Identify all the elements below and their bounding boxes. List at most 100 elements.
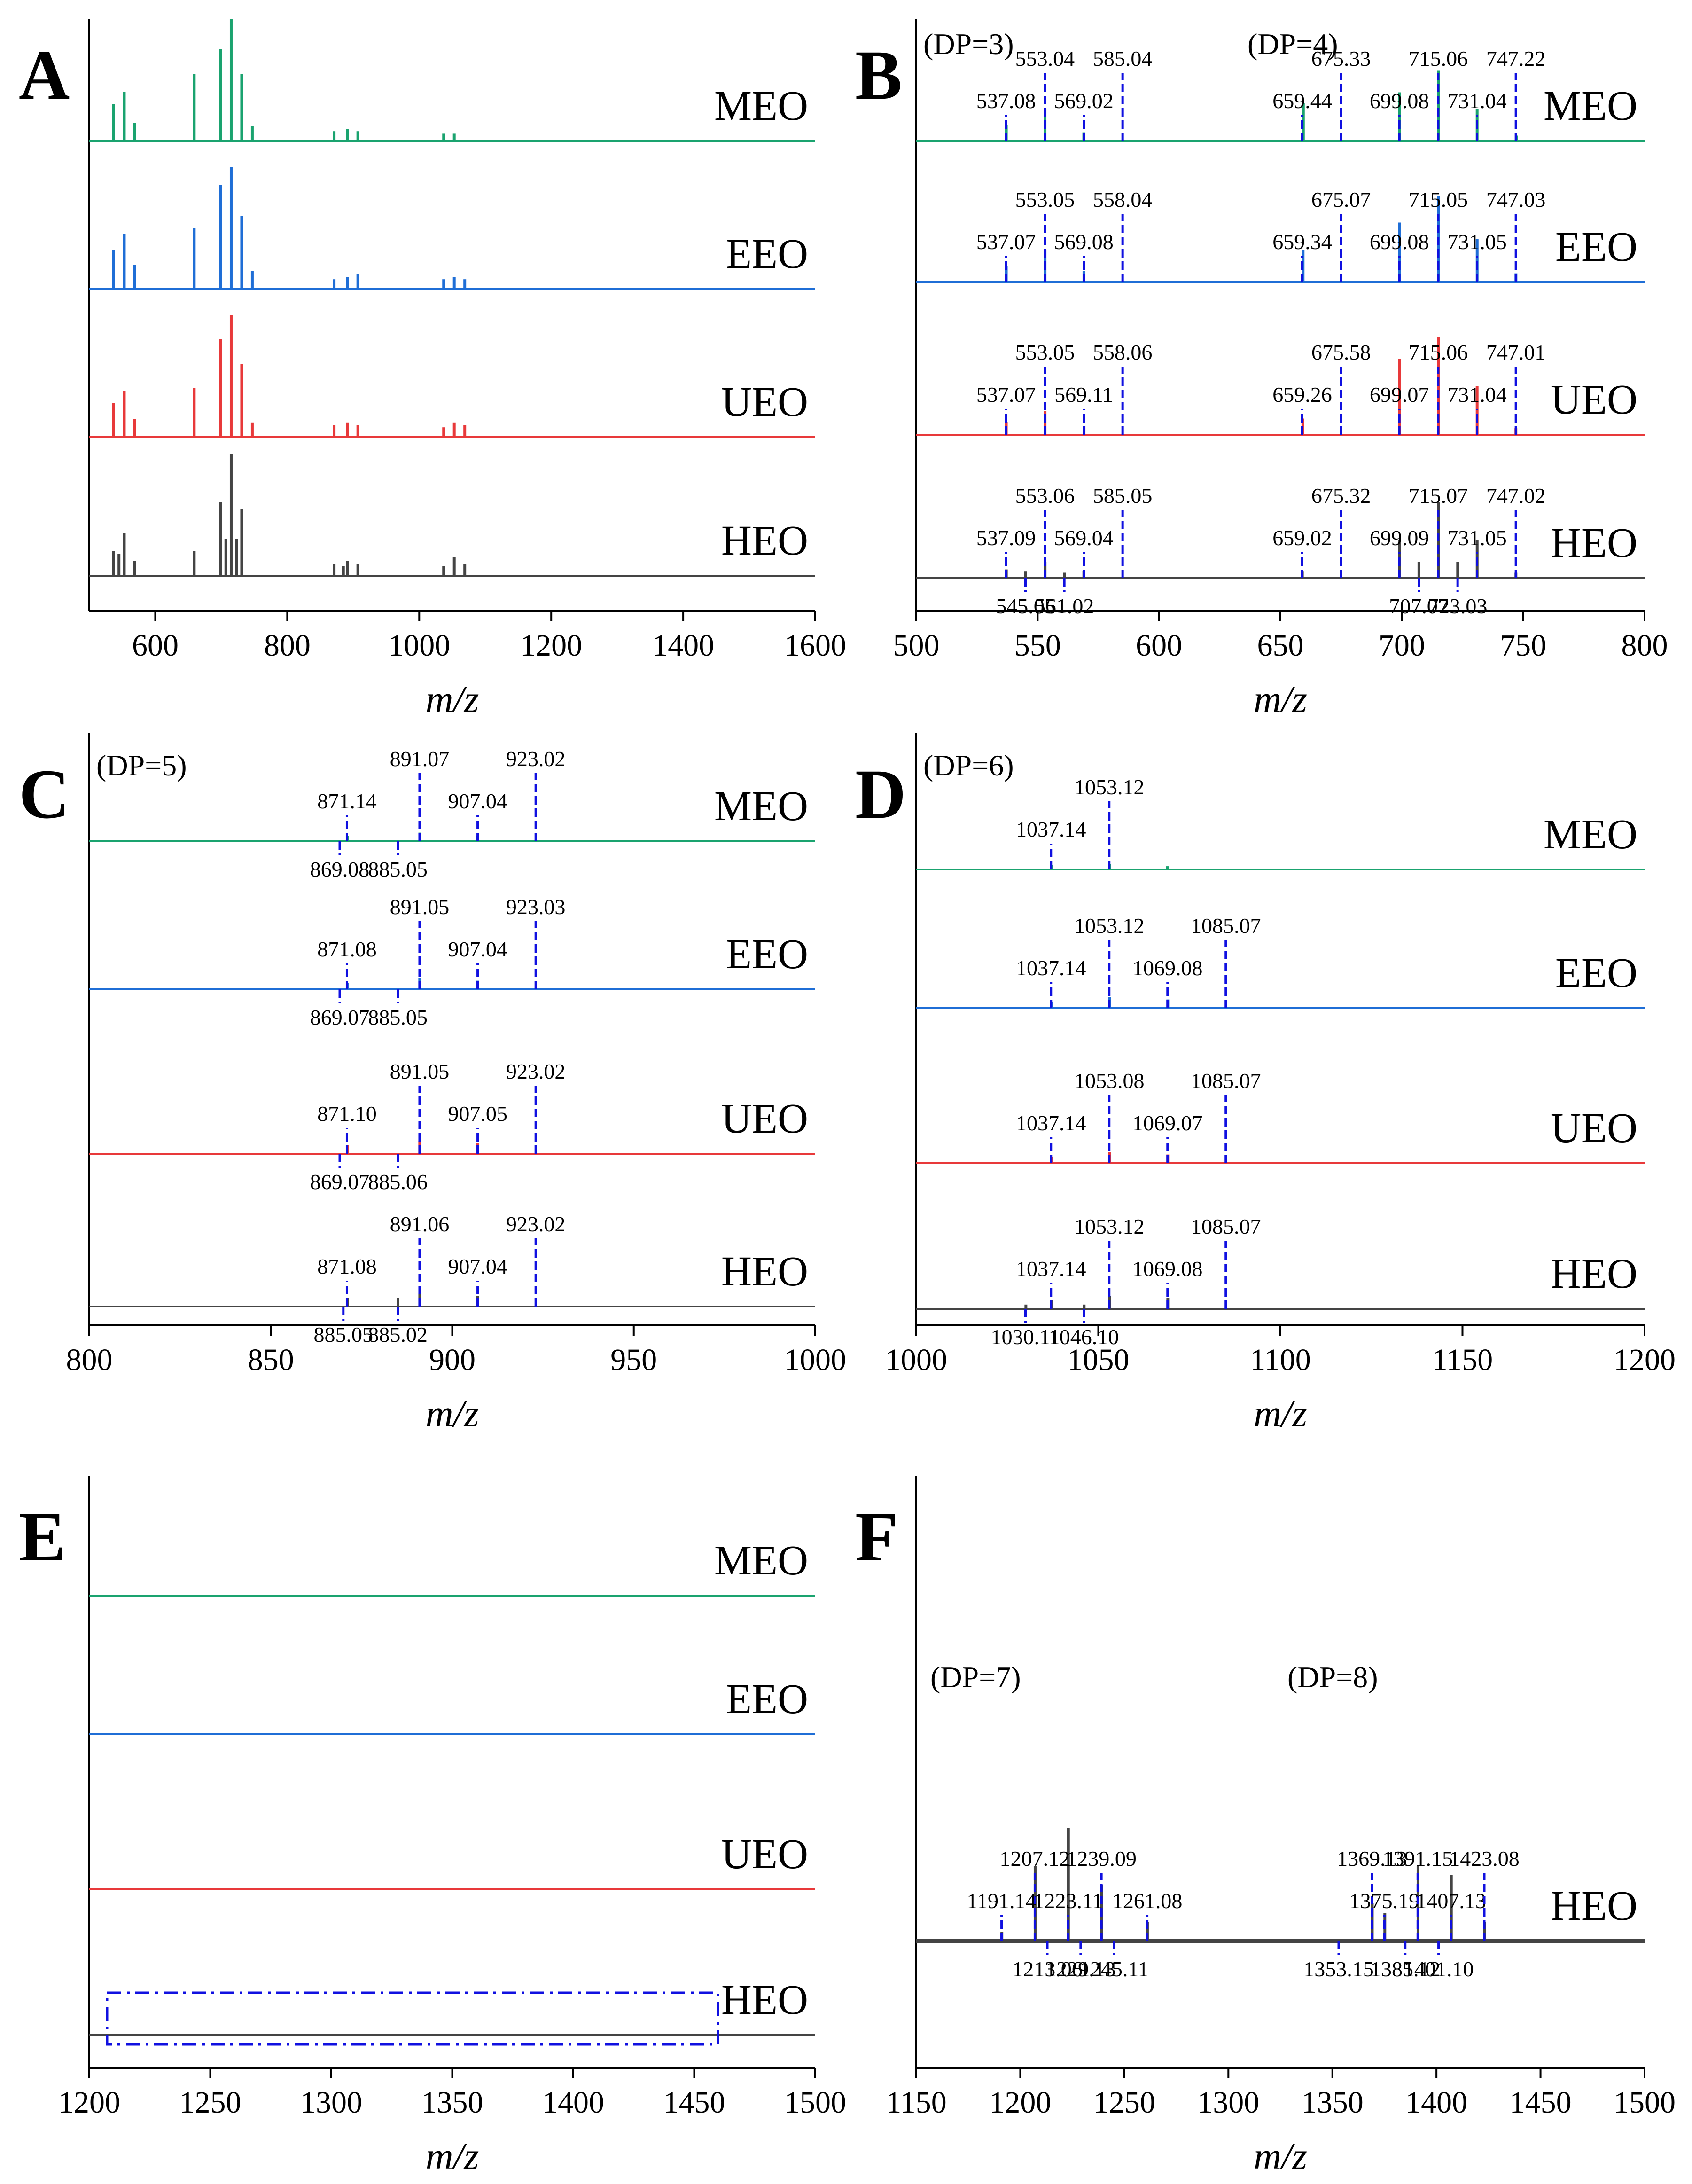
peak-label-b: 569.02 — [1054, 89, 1114, 113]
peak-label-d: 1069.07 — [1132, 1111, 1203, 1135]
peak-label-c: 885.05 — [368, 857, 428, 881]
x-tick-label-c: 900 — [429, 1343, 476, 1377]
sample-label-c-meo: MEO — [714, 783, 808, 830]
peak-label-f: 1353.15 — [1303, 1957, 1374, 1981]
x-tick-label-a: 1200 — [520, 628, 582, 663]
x-tick-label-e: 1400 — [542, 2085, 604, 2120]
x-tick-label-f: 1450 — [1510, 2085, 1572, 2120]
sample-label-e-meo: MEO — [714, 1537, 808, 1584]
peak-label-b: 537.07 — [976, 383, 1036, 407]
sample-label-a-heo: HEO — [721, 517, 808, 564]
sample-label-b-eeo: EEO — [1555, 224, 1637, 270]
peak-label-b: 537.09 — [976, 526, 1036, 550]
panel-letter-a: A — [19, 36, 70, 114]
dp-label-d: (DP=6) — [923, 749, 1014, 782]
x-tick-label-f: 1350 — [1302, 2085, 1364, 2120]
peak-label-d: 1046.10 — [1049, 1325, 1119, 1349]
peak-label-c: 871.08 — [317, 937, 377, 961]
sample-label-a-meo: MEO — [714, 83, 808, 129]
x-tick-label-c: 850 — [248, 1343, 294, 1377]
x-tick-label-b: 650 — [1257, 628, 1304, 663]
sample-label-c-eeo: EEO — [726, 931, 808, 978]
peak-label-b: 715.07 — [1409, 484, 1468, 508]
sample-label-d-eeo: EEO — [1555, 950, 1637, 996]
sample-label-d-meo: MEO — [1544, 811, 1637, 858]
peak-label-b: 699.08 — [1370, 89, 1429, 113]
peak-label-d: 1053.12 — [1074, 914, 1145, 938]
peak-label-c: 891.05 — [390, 1059, 450, 1083]
peak-label-b: 715.06 — [1409, 340, 1468, 364]
peak-label-c: 885.05 — [368, 1005, 428, 1029]
peak-label-b: 585.04 — [1093, 47, 1153, 70]
peak-label-b: 659.44 — [1272, 89, 1332, 113]
peak-label-c: 891.05 — [390, 895, 450, 919]
x-tick-label-f: 1250 — [1093, 2085, 1155, 2120]
peak-label-d: 1085.07 — [1191, 1069, 1261, 1093]
peak-label-f: 1423.08 — [1449, 1847, 1520, 1871]
peak-label-b: 699.09 — [1370, 526, 1429, 550]
x-tick-label-a: 1600 — [784, 628, 846, 663]
sample-label-b-ueo: UEO — [1551, 376, 1637, 423]
peak-label-d: 1053.08 — [1074, 1069, 1145, 1093]
dp-label-f: (DP=7) — [930, 1660, 1021, 1694]
peak-label-f: 1223.11 — [1033, 1889, 1103, 1913]
sample-label-d-heo: HEO — [1551, 1251, 1637, 1297]
sample-label-a-eeo: EEO — [726, 231, 808, 277]
x-tick-label-f: 1200 — [989, 2085, 1051, 2120]
x-tick-label-a: 600 — [132, 628, 179, 663]
peak-label-d: 1053.12 — [1074, 1214, 1145, 1238]
x-tick-label-e: 1200 — [58, 2085, 120, 2120]
peak-label-c: 885.02 — [368, 1323, 428, 1346]
peak-label-b: 553.05 — [1015, 340, 1075, 364]
peak-label-d: 1037.14 — [1016, 1257, 1086, 1281]
peak-label-b: 553.06 — [1015, 484, 1075, 508]
sample-label-c-ueo: UEO — [721, 1096, 808, 1142]
x-tick-label-f: 1400 — [1405, 2085, 1467, 2120]
peak-label-c: 923.02 — [506, 747, 566, 771]
peak-label-b: 659.02 — [1272, 526, 1332, 550]
x-tick-label-b: 750 — [1500, 628, 1546, 663]
peak-label-c: 907.04 — [448, 937, 507, 961]
peak-label-b: 537.07 — [976, 230, 1036, 254]
x-tick-label-a: 1400 — [652, 628, 714, 663]
peak-label-c: 869.08 — [310, 857, 370, 881]
x-tick-label-d: 1200 — [1614, 1343, 1676, 1377]
x-tick-label-f: 1300 — [1197, 2085, 1259, 2120]
peak-label-d: 1053.12 — [1074, 775, 1145, 799]
x-tick-label-c: 950 — [610, 1343, 657, 1377]
peak-label-c: 923.02 — [506, 1212, 566, 1236]
x-tick-label-d: 1050 — [1068, 1343, 1130, 1377]
x-tick-label-a: 1000 — [388, 628, 450, 663]
peak-label-b: 569.11 — [1054, 383, 1113, 407]
x-tick-label-b: 550 — [1014, 628, 1061, 663]
sample-label-f-heo: HEO — [1551, 1883, 1637, 1929]
sample-label-a-ueo: UEO — [721, 379, 808, 425]
x-tick-label-a: 800 — [264, 628, 311, 663]
peak-label-f: 1375.19 — [1349, 1889, 1420, 1913]
peak-label-b: 747.03 — [1486, 188, 1546, 211]
x-tick-label-d: 1150 — [1432, 1343, 1493, 1377]
peak-label-d: 1037.14 — [1016, 817, 1086, 841]
x-axis-title-f: m/z — [1254, 2135, 1307, 2177]
peak-label-c: 891.06 — [390, 1212, 450, 1236]
peak-label-c: 907.04 — [448, 789, 507, 813]
peak-label-b: 731.04 — [1447, 383, 1507, 407]
x-tick-label-b: 800 — [1622, 628, 1668, 663]
peak-label-b: 545.05 — [996, 594, 1055, 618]
peak-label-b: 659.34 — [1272, 230, 1332, 254]
peak-label-c: 871.10 — [317, 1102, 377, 1126]
peak-label-d: 1037.14 — [1016, 1111, 1086, 1135]
sample-label-b-meo: MEO — [1544, 83, 1637, 129]
peak-label-b: 747.22 — [1486, 47, 1546, 70]
peak-label-b: 675.33 — [1311, 47, 1371, 70]
x-tick-label-d: 1100 — [1250, 1343, 1311, 1377]
peak-label-b: 731.05 — [1447, 230, 1507, 254]
x-tick-label-e: 1450 — [663, 2085, 725, 2120]
peak-label-b: 699.08 — [1370, 230, 1429, 254]
panel-letter-e: E — [19, 1498, 66, 1576]
peak-label-b: 675.07 — [1311, 188, 1371, 211]
peak-label-f: 1369.13 — [1337, 1847, 1407, 1871]
panel-letter-c: C — [19, 755, 70, 833]
peak-label-b: 553.05 — [1015, 188, 1075, 211]
